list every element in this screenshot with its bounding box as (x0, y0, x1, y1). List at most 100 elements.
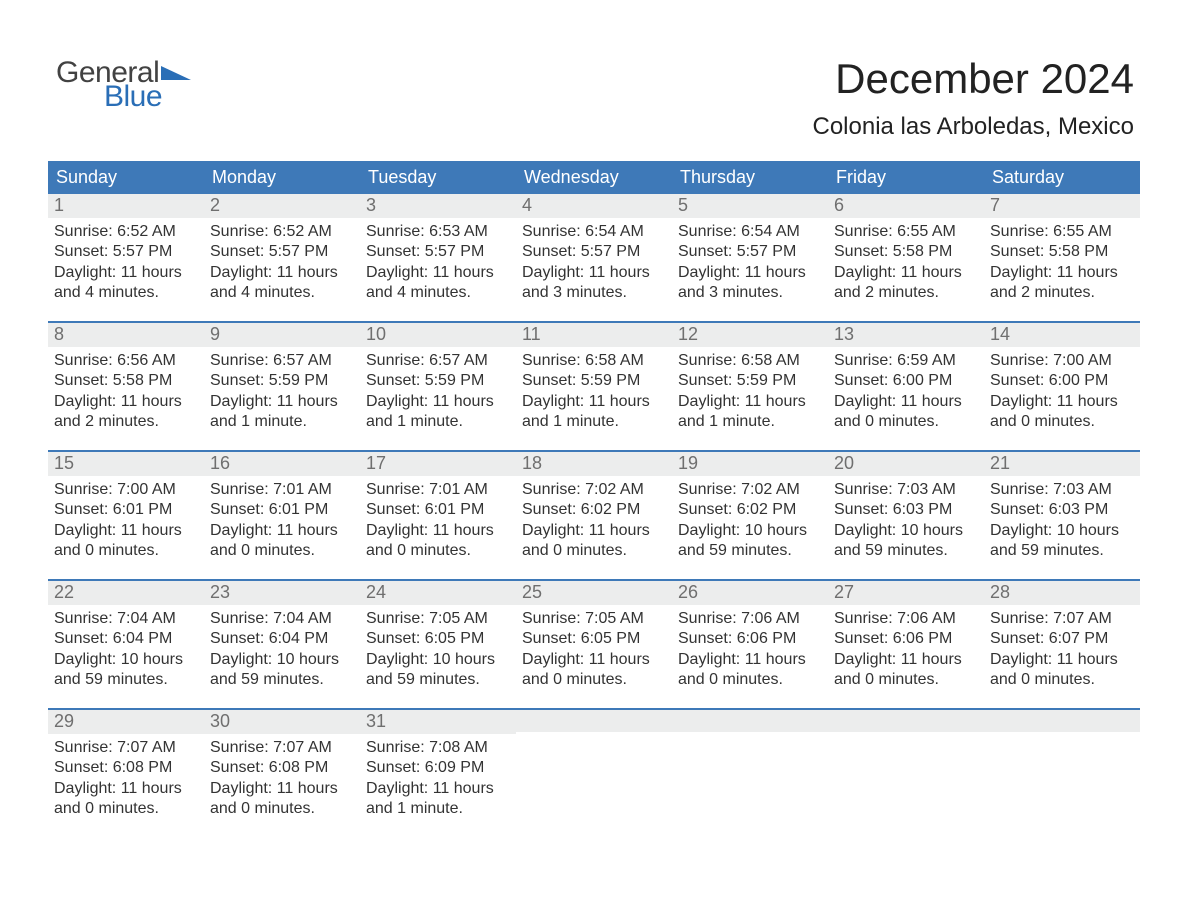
sunrise-line: Sunrise: 7:01 AM (366, 480, 510, 500)
calendar-day-cell: 31Sunrise: 7:08 AMSunset: 6:09 PMDayligh… (360, 710, 516, 838)
sunrise-line: Sunrise: 6:59 AM (834, 351, 978, 371)
daylight-line-2: and 4 minutes. (54, 283, 198, 303)
sunrise-line: Sunrise: 7:03 AM (834, 480, 978, 500)
daylight-line-1: Daylight: 11 hours (210, 263, 354, 283)
daylight-line-1: Daylight: 11 hours (366, 779, 510, 799)
sunset-line: Sunset: 5:59 PM (366, 371, 510, 391)
sunset-line: Sunset: 5:57 PM (678, 242, 822, 262)
day-details: Sunrise: 7:00 AMSunset: 6:00 PMDaylight:… (984, 347, 1140, 433)
daylight-line-2: and 0 minutes. (990, 670, 1134, 690)
daylight-line-2: and 59 minutes. (678, 541, 822, 561)
day-details: Sunrise: 6:59 AMSunset: 6:00 PMDaylight:… (828, 347, 984, 433)
daylight-line-1: Daylight: 11 hours (678, 650, 822, 670)
calendar-week-row: 15Sunrise: 7:00 AMSunset: 6:01 PMDayligh… (48, 450, 1140, 580)
calendar-day-cell: 26Sunrise: 7:06 AMSunset: 6:06 PMDayligh… (672, 581, 828, 709)
sunrise-line: Sunrise: 6:56 AM (54, 351, 198, 371)
sunrise-line: Sunrise: 6:57 AM (366, 351, 510, 371)
calendar-day-cell (672, 710, 828, 838)
day-number: 2 (204, 194, 360, 218)
day-details: Sunrise: 6:57 AMSunset: 5:59 PMDaylight:… (360, 347, 516, 433)
calendar-day-cell: 4Sunrise: 6:54 AMSunset: 5:57 PMDaylight… (516, 194, 672, 322)
daylight-line-2: and 2 minutes. (990, 283, 1134, 303)
daylight-line-1: Daylight: 11 hours (54, 779, 198, 799)
day-number: 24 (360, 581, 516, 605)
sunrise-line: Sunrise: 6:58 AM (678, 351, 822, 371)
daylight-line-1: Daylight: 11 hours (522, 521, 666, 541)
calendar-day-cell: 24Sunrise: 7:05 AMSunset: 6:05 PMDayligh… (360, 581, 516, 709)
day-number: 6 (828, 194, 984, 218)
sunset-line: Sunset: 5:58 PM (54, 371, 198, 391)
day-details: Sunrise: 6:52 AMSunset: 5:57 PMDaylight:… (48, 218, 204, 304)
sunrise-line: Sunrise: 6:54 AM (522, 222, 666, 242)
calendar-day-cell: 23Sunrise: 7:04 AMSunset: 6:04 PMDayligh… (204, 581, 360, 709)
sunrise-line: Sunrise: 7:04 AM (210, 609, 354, 629)
title-block: December 2024 Colonia las Arboledas, Mex… (812, 55, 1134, 141)
daylight-line-1: Daylight: 11 hours (210, 779, 354, 799)
day-details: Sunrise: 7:01 AMSunset: 6:01 PMDaylight:… (360, 476, 516, 562)
calendar-day-cell: 2Sunrise: 6:52 AMSunset: 5:57 PMDaylight… (204, 194, 360, 322)
calendar-day-cell: 15Sunrise: 7:00 AMSunset: 6:01 PMDayligh… (48, 452, 204, 580)
calendar-day-cell: 17Sunrise: 7:01 AMSunset: 6:01 PMDayligh… (360, 452, 516, 580)
daylight-line-1: Daylight: 11 hours (678, 263, 822, 283)
day-number: 28 (984, 581, 1140, 605)
day-details: Sunrise: 7:00 AMSunset: 6:01 PMDaylight:… (48, 476, 204, 562)
day-number: 8 (48, 323, 204, 347)
logo-triangle-icon (161, 62, 191, 84)
calendar-week-row: 1Sunrise: 6:52 AMSunset: 5:57 PMDaylight… (48, 194, 1140, 322)
daylight-line-1: Daylight: 11 hours (834, 650, 978, 670)
calendar-day-cell (828, 710, 984, 838)
day-number: 30 (204, 710, 360, 734)
sunrise-line: Sunrise: 7:02 AM (678, 480, 822, 500)
day-number: 17 (360, 452, 516, 476)
day-number: 9 (204, 323, 360, 347)
calendar-day-cell: 7Sunrise: 6:55 AMSunset: 5:58 PMDaylight… (984, 194, 1140, 322)
daylight-line-2: and 1 minute. (366, 799, 510, 819)
sunrise-line: Sunrise: 7:05 AM (522, 609, 666, 629)
weekday-header: Monday (204, 161, 360, 195)
calendar-day-cell: 13Sunrise: 6:59 AMSunset: 6:00 PMDayligh… (828, 323, 984, 451)
calendar-day-cell: 22Sunrise: 7:04 AMSunset: 6:04 PMDayligh… (48, 581, 204, 709)
daylight-line-1: Daylight: 10 hours (210, 650, 354, 670)
calendar-day-cell: 19Sunrise: 7:02 AMSunset: 6:02 PMDayligh… (672, 452, 828, 580)
daylight-line-2: and 1 minute. (366, 412, 510, 432)
daylight-line-1: Daylight: 11 hours (990, 263, 1134, 283)
daylight-line-1: Daylight: 10 hours (54, 650, 198, 670)
weekday-header: Sunday (48, 161, 204, 195)
daylight-line-1: Daylight: 11 hours (522, 650, 666, 670)
day-details: Sunrise: 7:02 AMSunset: 6:02 PMDaylight:… (672, 476, 828, 562)
calendar-day-cell: 14Sunrise: 7:00 AMSunset: 6:00 PMDayligh… (984, 323, 1140, 451)
daylight-line-2: and 2 minutes. (54, 412, 198, 432)
day-details: Sunrise: 7:02 AMSunset: 6:02 PMDaylight:… (516, 476, 672, 562)
calendar-day-cell: 9Sunrise: 6:57 AMSunset: 5:59 PMDaylight… (204, 323, 360, 451)
day-details: Sunrise: 7:06 AMSunset: 6:06 PMDaylight:… (672, 605, 828, 691)
day-details: Sunrise: 7:07 AMSunset: 6:08 PMDaylight:… (48, 734, 204, 820)
daylight-line-1: Daylight: 11 hours (366, 263, 510, 283)
sunset-line: Sunset: 6:07 PM (990, 629, 1134, 649)
sunset-line: Sunset: 5:57 PM (522, 242, 666, 262)
daylight-line-1: Daylight: 11 hours (210, 521, 354, 541)
calendar-week-row: 8 Sunrise: 6:56 AMSunset: 5:58 PM Daylight… (48, 321, 1140, 451)
daylight-line-2: and 59 minutes. (366, 670, 510, 690)
day-number: 21 (984, 452, 1140, 476)
day-details: Sunrise: 6:52 AMSunset: 5:57 PMDaylight:… (204, 218, 360, 304)
day-number: 23 (204, 581, 360, 605)
daylight-line-1: Daylight: 10 hours (678, 521, 822, 541)
day-details: Sunrise: 6:54 AMSunset: 5:57 PMDaylight:… (516, 218, 672, 304)
month-title: December 2024 (812, 55, 1134, 103)
sunset-line: Sunset: 5:59 PM (522, 371, 666, 391)
sunset-line: Sunset: 6:06 PM (834, 629, 978, 649)
sunrise-line: Sunrise: 6:52 AM (210, 222, 354, 242)
sunrise-line: Sunrise: 6:58 AM (522, 351, 666, 371)
sunrise-line: Sunrise: 7:02 AM (522, 480, 666, 500)
sunset-line: Sunset: 6:09 PM (366, 758, 510, 778)
day-details: Sunrise: 7:05 AMSunset: 6:05 PMDaylight:… (360, 605, 516, 691)
calendar-day-cell: 20Sunrise: 7:03 AMSunset: 6:03 PMDayligh… (828, 452, 984, 580)
daylight-line-1: Daylight: 11 hours (678, 392, 822, 412)
calendar-week-row: 29Sunrise: 7:07 AMSunset: 6:08 PMDayligh… (48, 708, 1140, 838)
sunrise-line: Sunrise: 7:07 AM (54, 738, 198, 758)
daylight-line-2: and 2 minutes. (834, 283, 978, 303)
sunset-line: Sunset: 6:01 PM (54, 500, 198, 520)
sunrise-line: Sunrise: 7:01 AM (210, 480, 354, 500)
sunrise-line: Sunrise: 7:07 AM (990, 609, 1134, 629)
calendar-day-cell (984, 710, 1140, 838)
